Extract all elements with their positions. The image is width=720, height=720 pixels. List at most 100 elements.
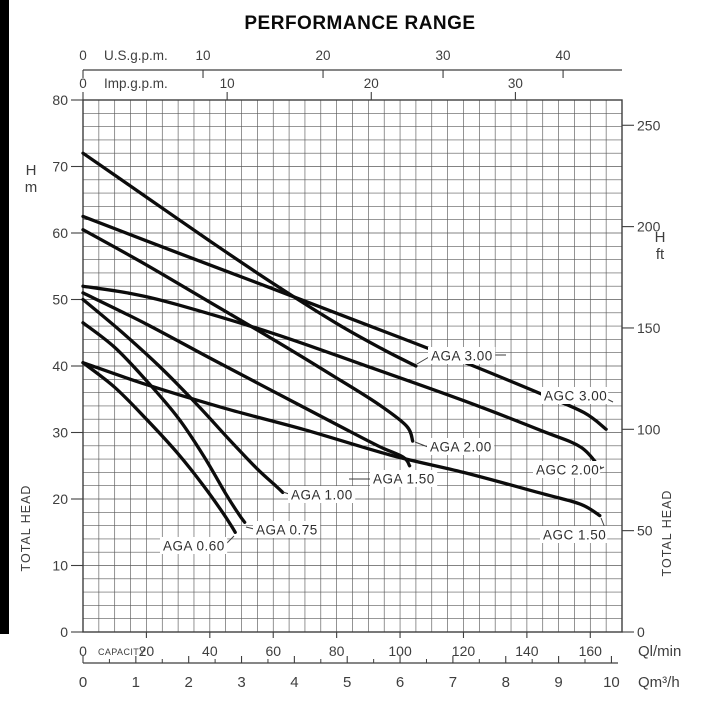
curve-label-text: AGA 1.50 — [373, 472, 435, 487]
m-tick-label: 10 — [52, 558, 68, 574]
curve-AGA-1.00 — [81, 297, 285, 495]
m3h-tick-label: 0 — [79, 674, 87, 691]
label-mask — [253, 521, 321, 538]
curve-AGA-2.00 — [81, 228, 415, 443]
curve-AGA-3.00 — [81, 151, 418, 368]
curve-label-text: AGA 2.00 — [430, 440, 492, 455]
label-leader-line — [226, 535, 235, 544]
lmin-tick-label: 40 — [202, 643, 218, 659]
impgpm-tick-label: 30 — [508, 76, 523, 91]
curve-labels: AGA 3.00 AGC 3.00 AGA 2.00 AGC 2.00 AGA 1.50… — [160, 347, 614, 554]
m3h-tick-label: 3 — [237, 674, 245, 691]
m3h-tick-label: 7 — [449, 674, 457, 691]
ft-tick-label: 250 — [637, 117, 661, 133]
curve-label-AGC-3.00: AGC 3.00 — [541, 387, 614, 404]
curve-label-text: AGC 1.50 — [543, 528, 606, 543]
m-axis-head-unit: m — [25, 179, 38, 196]
label-mask — [541, 387, 609, 404]
y-axis-ft: 0 50 100 150 200 250 Hft TOTAL HEAD — [622, 117, 674, 640]
impgpm-tick-label: 10 — [220, 76, 235, 91]
curve-label-AGA-3.00: AGA 3.00 — [416, 347, 506, 365]
usgpm-tick-label: 10 — [196, 48, 211, 63]
curve-label-AGA-2.00: AGA 2.00 — [414, 438, 495, 455]
lmin-tick-label: 140 — [515, 643, 539, 659]
lmin-tick-label: 80 — [329, 643, 345, 659]
right-total-head-label: TOTAL HEAD — [660, 490, 674, 577]
ft-tick-label: 50 — [637, 523, 653, 539]
curve-AGC-2.00 — [81, 284, 602, 470]
curve-label-text: AGA 1.00 — [291, 488, 353, 503]
usgpm-tick-label: 20 — [316, 48, 331, 63]
m3h-tick-label: 9 — [554, 674, 562, 691]
lmin-tick-label: 160 — [579, 643, 603, 659]
curve-label-AGA-0.75: AGA 0.75 — [245, 521, 321, 538]
label-mask — [160, 537, 228, 554]
m3h-tick-label: 4 — [290, 674, 298, 691]
curve-AGA-0.60 — [81, 361, 237, 534]
x-axis-impgpm: 0 10 20 30 Imp.g.p.m. — [79, 76, 523, 100]
curve-label-AGC-1.50: AGC 1.50 — [540, 517, 608, 543]
label-mask — [428, 347, 496, 364]
m-tick-label: 80 — [52, 92, 68, 108]
ft-tick-label: 100 — [637, 421, 661, 437]
y-axis-m: 0 10 20 30 40 50 60 70 80 Hm TOTAL HEAD — [19, 92, 83, 640]
capacity-caption: CAPACITY — [98, 647, 146, 657]
curve-AGA-0.75 — [81, 321, 247, 524]
curve-label-AGA-0.60: AGA 0.60 — [160, 535, 235, 554]
label-mask — [427, 438, 495, 455]
m3h-tick-label: 5 — [343, 674, 351, 691]
m-tick-label: 60 — [52, 225, 68, 241]
label-mask — [370, 470, 438, 487]
lmin-tick-label: 120 — [452, 643, 476, 659]
curve-label-AGA-1.00: AGA 1.00 — [282, 486, 356, 503]
curve-AGC-1.50 — [81, 361, 602, 518]
curve-label-text: AGA 0.75 — [256, 523, 318, 538]
ft-axis-head-H: H — [655, 229, 666, 246]
x-axis-usgpm: 0 10 20 30 40 U.S.g.p.m. — [79, 48, 622, 78]
curve-label-text: AGA 3.00 — [431, 349, 493, 364]
m3h-tick-label: 8 — [502, 674, 510, 691]
x-axis-m3h: 0 1 2 3 4 5 6 7 8 9 10 Qm³/h — [79, 656, 680, 691]
curve-label-text: AGA 0.60 — [163, 539, 225, 554]
x-axis-lmin: 0 20 40 60 80 100 120 140 160 CAPACITY Ql/min — [79, 632, 681, 660]
m3h-tick-label: 1 — [132, 674, 140, 691]
ft-tick-label: 150 — [637, 320, 661, 336]
curve-AGC-3.00 — [81, 214, 608, 431]
ft-tick-label: 0 — [637, 624, 645, 640]
curve-label-text: AGC 3.00 — [544, 389, 607, 404]
lmin-tick-label: 0 — [79, 643, 87, 659]
usgpm-tick-label: 40 — [556, 48, 571, 63]
impgpm-tick-label: 20 — [364, 76, 379, 91]
impgpm-axis-caption: Imp.g.p.m. — [104, 76, 168, 91]
m-tick-label: 70 — [52, 159, 68, 175]
lmin-tick-label: 20 — [139, 643, 155, 659]
m-tick-label: 50 — [52, 292, 68, 308]
m-tick-label: 20 — [52, 491, 68, 507]
m-tick-label: 30 — [52, 425, 68, 441]
label-mask — [288, 486, 356, 503]
left-edge-bar — [0, 0, 9, 634]
curve-AGA-1.50 — [81, 291, 412, 468]
lmin-tick-label: 100 — [388, 643, 412, 659]
ft-tick-label: 200 — [637, 219, 661, 235]
m3h-tick-label: 10 — [603, 674, 620, 691]
usgpm-tick-label: 30 — [436, 48, 451, 63]
curve-label-AGC-2.00: AGC 2.00 — [533, 461, 605, 478]
label-leader-line — [414, 441, 429, 448]
usgpm-axis-caption: U.S.g.p.m. — [104, 48, 168, 63]
label-leader-line — [416, 356, 430, 365]
chart-title: PERFORMANCE RANGE — [244, 13, 475, 34]
m3h-tick-label: 2 — [185, 674, 193, 691]
label-mask — [533, 461, 601, 478]
m-tick-label: 0 — [60, 624, 68, 640]
m3h-tick-label: 6 — [396, 674, 404, 691]
curve-label-text: AGC 2.00 — [536, 463, 599, 478]
left-total-head-label: TOTAL HEAD — [19, 485, 33, 572]
pump-curves — [81, 151, 608, 534]
label-mask — [540, 526, 608, 543]
usgpm-tick-label: 0 — [79, 48, 87, 63]
impgpm-tick-label: 0 — [79, 76, 87, 91]
m-axis-head-H: H — [26, 162, 37, 179]
lmin-tick-label: 60 — [265, 643, 281, 659]
